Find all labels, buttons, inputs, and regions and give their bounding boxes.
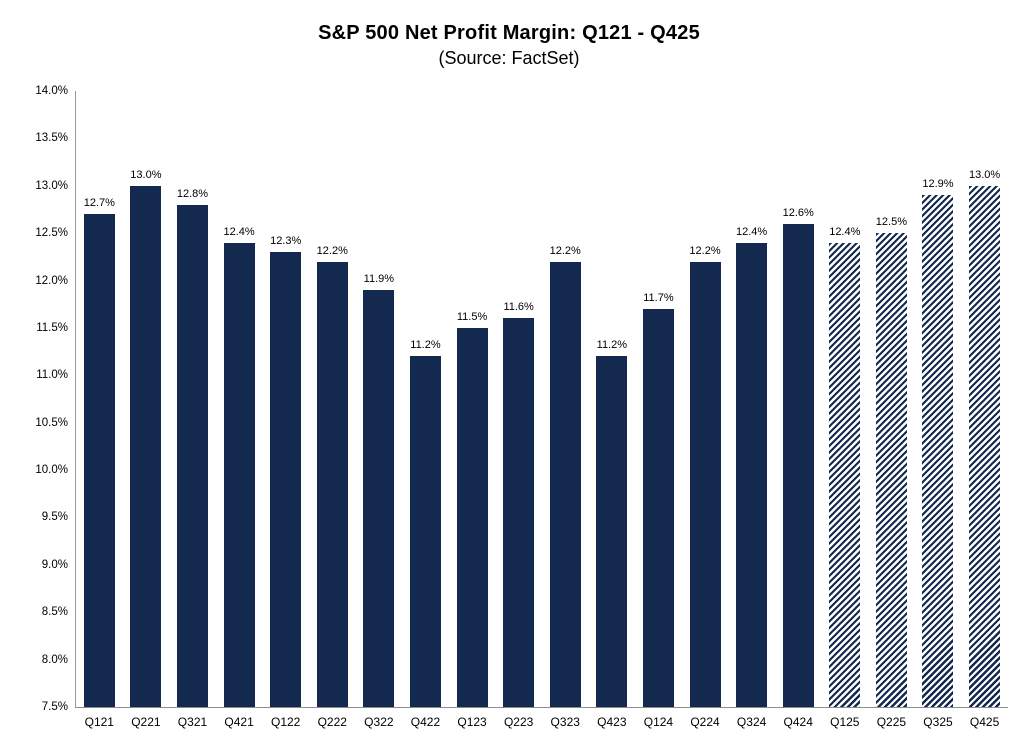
bar-slot-q321: 12.8% Q321 (169, 91, 216, 729)
chart-title: S&P 500 Net Profit Margin: Q121 - Q425 (318, 22, 700, 44)
bar-slot-q423: 11.2% Q423 (589, 91, 636, 729)
x-tick-label: Q123 (457, 715, 487, 729)
x-tick-label: Q424 (783, 715, 813, 729)
bar-slot-q121: 12.7% Q121 (76, 91, 123, 729)
y-tick-label: 12.0% (35, 274, 68, 287)
bar-q122: 12.3% (270, 235, 301, 707)
bar-q125-estimate: 12.4% (829, 226, 860, 707)
bar-q222: 12.2% (317, 245, 348, 707)
bar-q424: 12.6% (783, 207, 814, 707)
bar-slot-q325: 12.9% Q325 (915, 91, 962, 729)
y-tick-label: 13.5% (35, 132, 68, 145)
x-tick-label: Q122 (270, 715, 301, 729)
bar-slot-q222: 12.2% Q222 (309, 91, 356, 729)
bar-value-label: 12.2% (549, 244, 581, 257)
bar-q324: 12.4% (736, 226, 767, 707)
x-tick-label: Q425 (969, 715, 1000, 729)
bar-q225-estimate: 12.5% (876, 216, 907, 707)
bar-q223: 11.6% (503, 301, 535, 707)
bar-slot-q122: 12.3% Q122 (262, 91, 309, 729)
y-tick-label: 11.5% (36, 321, 68, 334)
x-tick-label: Q121 (84, 715, 114, 729)
bar-slot-q125: 12.4% Q125 (822, 91, 869, 729)
bar-value-label: 13.0% (130, 168, 162, 181)
y-tick-label: 14.0% (35, 85, 68, 97)
x-tick-label: Q423 (597, 715, 627, 729)
bar-value-label: 12.9% (922, 178, 954, 191)
y-tick-label: 10.0% (35, 464, 68, 477)
x-tick-label: Q325 (923, 715, 953, 729)
bar-slot-q421: 12.4% Q421 (216, 91, 263, 729)
bar-value-label: 12.3% (270, 235, 302, 248)
bar-q123: 11.5% (456, 311, 488, 707)
bar-value-label: 13.0% (968, 168, 1001, 181)
x-tick-label: Q422 (410, 715, 441, 729)
bar-value-label: 12.5% (875, 216, 907, 229)
bar-q423: 11.2% (596, 339, 628, 707)
bar-slot-q425: 13.0% Q425 (961, 91, 1008, 729)
bar-slot-q124: 11.7% Q124 (635, 91, 682, 729)
bar-value-label: 11.7% (643, 291, 674, 304)
x-tick-label: Q321 (177, 715, 208, 729)
bar-value-label: 12.8% (176, 187, 209, 200)
bar-q322: 11.9% (363, 273, 395, 707)
bar-value-label: 12.4% (829, 225, 861, 238)
chart-subtitle: (Source: FactSet) (438, 48, 580, 68)
x-tick-label: Q224 (690, 715, 720, 729)
bar-q321: 12.8% (177, 188, 208, 707)
x-tick-label: Q124 (643, 715, 674, 729)
bar-slot-q322: 11.9% Q322 (356, 91, 403, 729)
bar-value-label: 11.5% (456, 310, 488, 323)
y-tick-label: 9.0% (41, 558, 68, 571)
bar-slot-q225: 12.5% Q225 (868, 91, 915, 729)
y-tick-label: 11.0% (36, 369, 68, 382)
bar-q422: 11.2% (409, 339, 441, 707)
y-tick-label: 8.0% (41, 653, 68, 666)
y-tick-label: 13.0% (35, 179, 68, 192)
bar-value-label: 12.4% (736, 225, 768, 238)
bar-slot-q223: 11.6% Q223 (495, 91, 542, 729)
bar-q221: 13.0% (130, 169, 161, 707)
bar-q224: 12.2% (689, 245, 721, 707)
x-tick-label: Q125 (830, 715, 860, 729)
y-tick-label: 8.5% (41, 606, 68, 619)
bar-slot-q221: 13.0% Q221 (123, 91, 170, 729)
x-tick-label: Q421 (224, 715, 254, 729)
y-tick-label: 12.5% (35, 227, 68, 240)
bar-slot-q123: 11.5% Q123 (449, 91, 496, 729)
x-tick-label: Q323 (550, 715, 580, 729)
bar-q121: 12.7% (84, 197, 115, 707)
bar-slot-q422: 11.2% Q422 (402, 91, 449, 729)
bar-value-label: 12.2% (316, 244, 348, 257)
x-tick-label: Q223 (503, 715, 534, 729)
plot-area: 12.7% Q121 13.0% Q221 12.8% Q321 12.4% Q421 12.3… (75, 91, 1008, 729)
x-tick-label: Q222 (317, 715, 347, 729)
y-tick-label: 7.5% (41, 701, 68, 713)
bar-slot-q324: 12.4% Q324 (728, 91, 775, 729)
bar-value-label: 11.2% (596, 339, 628, 352)
bar-value-label: 12.6% (782, 206, 814, 219)
bar-q421: 12.4% (223, 226, 255, 707)
bar-value-label: 11.2% (410, 339, 441, 352)
x-tick-label: Q322 (364, 715, 394, 729)
x-tick-label: Q324 (736, 715, 767, 729)
bar-value-label: 12.4% (223, 225, 255, 238)
bar-q124: 11.7% (642, 292, 674, 707)
bar-slot-q323: 12.2% Q323 (542, 91, 589, 729)
bar-q425-estimate: 13.0% (969, 169, 1000, 707)
y-tick-label: 10.5% (35, 416, 68, 429)
bar-value-label: 11.6% (503, 301, 534, 314)
bar-slot-q424: 12.6% Q424 (775, 91, 822, 729)
bar-value-label: 11.9% (363, 273, 395, 286)
bar-slot-q224: 12.2% Q224 (682, 91, 729, 729)
x-tick-label: Q221 (131, 715, 161, 729)
bar-q325-estimate: 12.9% (922, 178, 954, 707)
bar-value-label: 12.7% (83, 197, 115, 210)
y-tick-label: 9.5% (41, 511, 68, 524)
x-tick-label: Q225 (876, 715, 907, 729)
bar-value-label: 12.2% (689, 244, 721, 257)
bar-q323: 12.2% (550, 245, 581, 707)
y-axis: 14.0% 13.5% 13.0% 12.5% 12.0% 11.5% 11.0% 10.5%… (0, 85, 68, 713)
